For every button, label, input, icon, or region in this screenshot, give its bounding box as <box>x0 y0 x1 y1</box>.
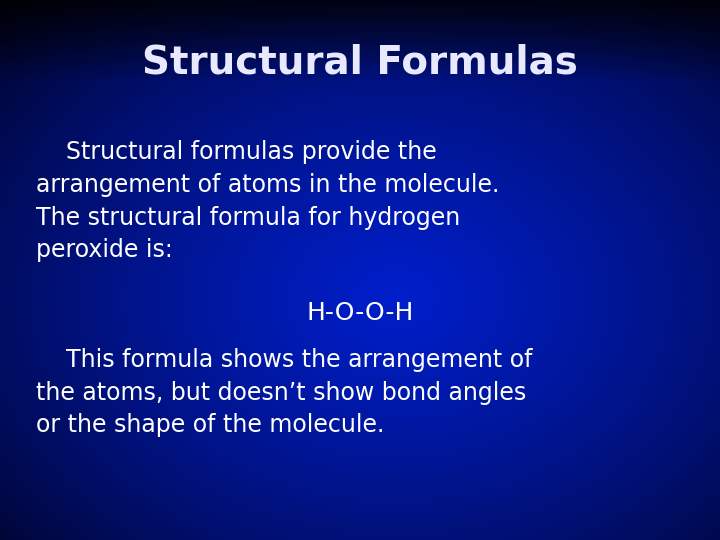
Text: This formula shows the arrangement of
the atoms, but doesn’t show bond angles
or: This formula shows the arrangement of th… <box>36 348 533 437</box>
Text: H-O-O-H: H-O-O-H <box>306 301 414 325</box>
Text: Structural Formulas: Structural Formulas <box>142 43 578 81</box>
Text: Structural formulas provide the
arrangement of atoms in the molecule.
The struct: Structural formulas provide the arrangem… <box>36 140 500 262</box>
